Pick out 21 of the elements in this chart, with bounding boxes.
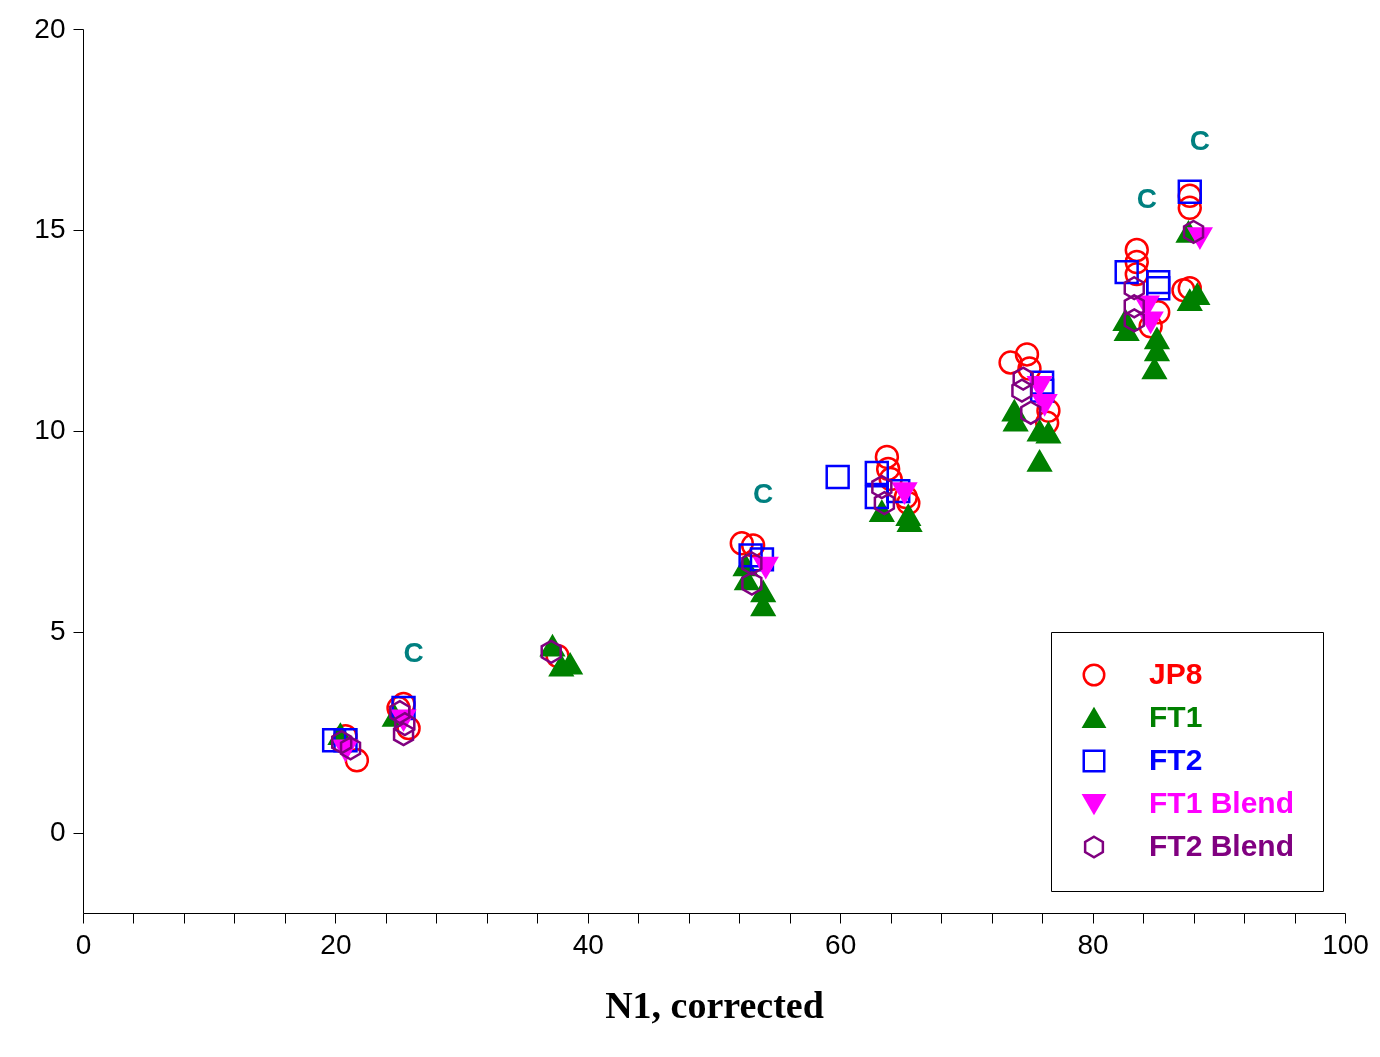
x-tick-label: 20 bbox=[320, 928, 352, 960]
x-tick-label: 40 bbox=[572, 928, 604, 960]
annotation: C bbox=[1136, 183, 1157, 214]
annotation: C bbox=[403, 637, 424, 669]
x-axis-title: N1, corrected bbox=[605, 983, 824, 1026]
x-tick-label: 60 bbox=[825, 928, 857, 960]
legend-label: FT2 Blend bbox=[1149, 829, 1295, 862]
y-tick-label: 20 bbox=[34, 12, 66, 44]
legend-label: FT2 bbox=[1149, 743, 1203, 776]
legend-label: FT1 Blend bbox=[1149, 786, 1295, 819]
x-tick-label: 100 bbox=[1322, 928, 1369, 960]
annotation: C bbox=[1189, 124, 1210, 156]
y-tick-label: 10 bbox=[34, 414, 66, 446]
x-tick-label: 0 bbox=[75, 928, 92, 960]
legend-label: FT1 bbox=[1149, 700, 1203, 733]
annotation: C bbox=[753, 478, 774, 510]
y-tick-label: 0 bbox=[49, 816, 66, 848]
x-tick-label: 80 bbox=[1077, 928, 1109, 960]
y-tick-label: 5 bbox=[49, 615, 66, 647]
y-tick-label: 15 bbox=[34, 213, 66, 245]
legend-label: JP8 bbox=[1149, 657, 1203, 690]
